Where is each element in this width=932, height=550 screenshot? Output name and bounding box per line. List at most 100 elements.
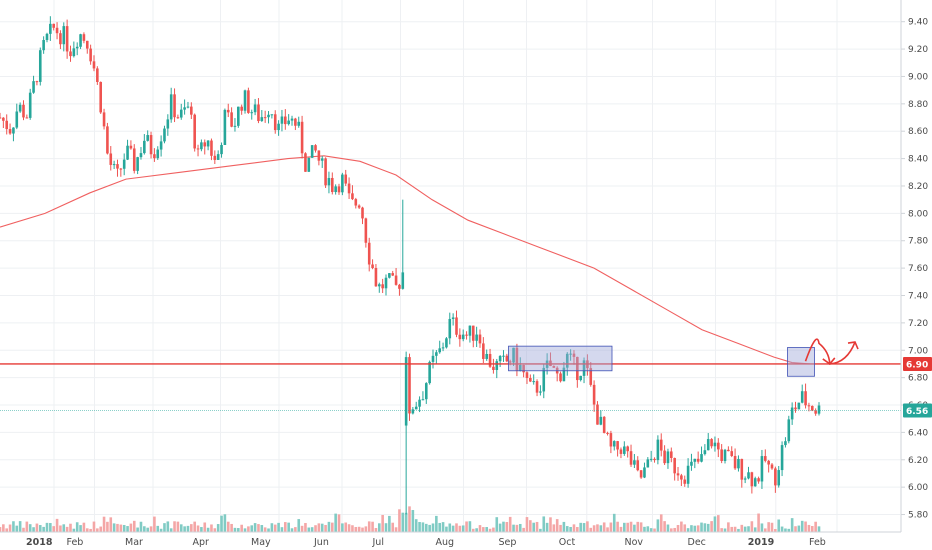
candle-body bbox=[371, 264, 374, 269]
candle-body bbox=[153, 154, 156, 159]
candle-body bbox=[435, 352, 438, 356]
candle-body bbox=[38, 50, 42, 82]
candle-body bbox=[717, 442, 720, 450]
candle-body bbox=[22, 104, 25, 118]
candle-body bbox=[492, 366, 495, 370]
candle-body bbox=[468, 325, 472, 336]
volume-bar bbox=[119, 524, 123, 532]
volume-bar bbox=[596, 524, 599, 532]
candle-body bbox=[226, 109, 230, 113]
candle-body bbox=[525, 372, 529, 378]
volume-bar bbox=[639, 522, 643, 532]
candle-body bbox=[535, 381, 539, 393]
candle-body bbox=[5, 120, 9, 130]
x-tick-label: Apr bbox=[193, 537, 210, 548]
candle-body bbox=[55, 27, 59, 34]
candle-body bbox=[800, 391, 804, 403]
candle-body bbox=[18, 104, 22, 112]
candle-body bbox=[424, 383, 428, 400]
candle-body bbox=[582, 360, 586, 376]
volume-bar bbox=[448, 523, 452, 532]
volume-bar bbox=[294, 527, 297, 532]
volume-bar bbox=[431, 523, 435, 532]
candle-body bbox=[109, 153, 113, 165]
volume-bar bbox=[89, 528, 92, 532]
volume-bar bbox=[539, 528, 542, 532]
volume-bar bbox=[713, 516, 717, 532]
volume-bars bbox=[0, 506, 821, 532]
volume-bar bbox=[65, 526, 69, 532]
volume-bar bbox=[230, 523, 233, 532]
y-tick-label: 7.40 bbox=[908, 291, 928, 301]
volume-bar bbox=[518, 523, 522, 532]
candle-body bbox=[304, 153, 307, 172]
volume-bar bbox=[743, 526, 747, 532]
candle-body bbox=[411, 409, 415, 414]
candle-body bbox=[200, 142, 203, 150]
volume-bar bbox=[92, 521, 96, 532]
volume-bar bbox=[287, 522, 290, 532]
volume-bar bbox=[763, 528, 767, 532]
candle-body bbox=[569, 353, 572, 355]
candle-body bbox=[270, 114, 274, 116]
candle-body bbox=[565, 353, 569, 368]
volume-bar bbox=[116, 523, 119, 532]
volume-bar bbox=[15, 525, 19, 532]
candle-body bbox=[176, 117, 180, 119]
candle-body bbox=[743, 478, 747, 480]
volume-bar bbox=[327, 521, 331, 532]
candle-body bbox=[179, 109, 183, 118]
candle-body bbox=[639, 470, 643, 478]
candle-body bbox=[498, 356, 502, 362]
volume-bar bbox=[683, 524, 687, 532]
candle-body bbox=[475, 334, 478, 341]
volume-bar bbox=[706, 523, 710, 532]
volume-bar bbox=[75, 522, 79, 532]
candle-body bbox=[713, 442, 717, 447]
volume-bar bbox=[733, 526, 737, 532]
candle-body bbox=[747, 472, 750, 479]
volume-bar bbox=[49, 523, 52, 532]
volume-bar bbox=[599, 525, 603, 532]
candle-body bbox=[388, 273, 391, 278]
candle-body bbox=[190, 106, 193, 115]
candle-body bbox=[398, 284, 401, 289]
volume-bar bbox=[817, 526, 821, 532]
volume-bar bbox=[780, 526, 784, 532]
volume-bar bbox=[609, 522, 613, 532]
volume-bar bbox=[606, 527, 609, 532]
candle-body bbox=[404, 357, 408, 426]
candle-body bbox=[49, 23, 52, 34]
volume-bar bbox=[126, 526, 129, 532]
volume-bar bbox=[146, 527, 149, 532]
candle-body bbox=[240, 106, 243, 111]
candle-body bbox=[361, 207, 364, 219]
candle-body bbox=[52, 23, 56, 28]
volume-bar bbox=[52, 526, 56, 532]
volume-bar bbox=[404, 512, 408, 532]
candle-body bbox=[82, 34, 86, 41]
candle-body bbox=[85, 40, 89, 49]
volume-bar bbox=[290, 528, 294, 532]
volume-bar bbox=[2, 524, 5, 532]
candle-body bbox=[116, 164, 119, 169]
candle-body bbox=[589, 368, 593, 385]
volume-bar bbox=[324, 524, 327, 532]
candle-body bbox=[727, 449, 730, 452]
volume-bar bbox=[347, 524, 351, 532]
candle-body bbox=[220, 144, 223, 155]
candle-body bbox=[606, 432, 609, 434]
volume-bar bbox=[129, 523, 133, 532]
candle-body bbox=[448, 318, 452, 339]
volume-bar bbox=[210, 524, 213, 532]
candle-body bbox=[508, 361, 512, 363]
candle-body bbox=[482, 343, 485, 359]
volume-bar bbox=[377, 523, 381, 532]
y-tick-label: 8.60 bbox=[908, 127, 928, 137]
candle-body bbox=[25, 117, 29, 119]
candle-body bbox=[257, 104, 260, 122]
volume-bar bbox=[82, 522, 86, 532]
volume-bar bbox=[213, 528, 217, 532]
